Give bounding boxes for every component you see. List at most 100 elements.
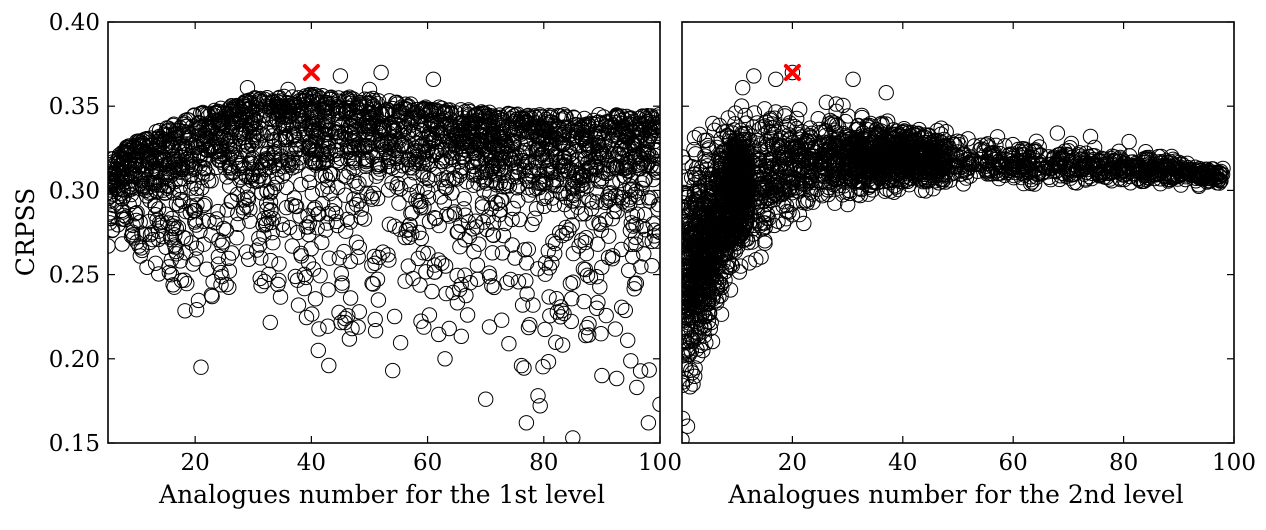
data-point xyxy=(158,206,174,222)
data-point xyxy=(614,108,630,124)
data-point xyxy=(476,183,492,199)
data-point xyxy=(623,353,639,369)
data-point xyxy=(574,172,590,189)
data-point xyxy=(439,102,456,118)
data-point xyxy=(499,275,515,291)
data-point xyxy=(641,193,658,209)
data-point xyxy=(215,118,232,134)
data-point xyxy=(503,143,519,160)
data-point xyxy=(622,189,639,205)
data-point xyxy=(519,286,535,302)
data-point xyxy=(475,137,492,154)
data-point xyxy=(554,227,570,244)
data-point xyxy=(485,227,502,244)
data-point xyxy=(265,235,281,251)
data-point xyxy=(416,199,432,215)
data-point xyxy=(247,91,263,107)
data-point xyxy=(218,105,235,122)
data-point xyxy=(344,320,360,337)
data-point xyxy=(643,190,659,206)
data-point xyxy=(158,239,174,256)
data-point xyxy=(649,233,660,249)
data-point xyxy=(371,161,388,177)
data-point xyxy=(401,229,417,246)
data-point xyxy=(310,342,326,359)
data-point xyxy=(280,81,296,98)
data-point xyxy=(558,189,574,205)
data-point xyxy=(224,120,241,137)
data-point xyxy=(266,138,282,155)
data-point xyxy=(540,354,557,370)
data-point xyxy=(161,259,177,275)
data-point xyxy=(367,255,383,271)
data-point xyxy=(532,174,548,191)
data-point xyxy=(116,145,133,161)
data-point xyxy=(165,218,181,234)
data-point xyxy=(537,321,553,338)
data-point xyxy=(466,244,482,260)
data-point xyxy=(455,116,471,133)
data-point xyxy=(446,204,462,220)
data-point xyxy=(637,206,653,223)
data-point xyxy=(412,277,428,293)
data-point xyxy=(632,128,648,144)
data-point xyxy=(437,351,453,367)
data-point xyxy=(438,153,454,169)
data-point xyxy=(828,96,844,112)
data-point xyxy=(501,336,517,352)
data-point xyxy=(311,112,327,129)
data-point xyxy=(682,341,696,357)
scatter-points xyxy=(682,64,1231,443)
data-point xyxy=(108,186,122,202)
data-point xyxy=(369,190,386,207)
data-point xyxy=(466,177,482,193)
data-point xyxy=(178,245,194,261)
data-point xyxy=(262,252,279,269)
data-point xyxy=(320,206,337,222)
data-point xyxy=(754,119,771,135)
data-point xyxy=(134,242,150,259)
data-point xyxy=(481,104,498,121)
data-point xyxy=(583,128,599,144)
data-point xyxy=(443,149,459,165)
data-point xyxy=(800,154,817,170)
data-point xyxy=(632,363,649,379)
data-point xyxy=(108,197,122,214)
data-point xyxy=(625,218,641,234)
data-point xyxy=(188,186,205,203)
data-point xyxy=(583,159,599,175)
data-point xyxy=(425,71,442,88)
data-point xyxy=(183,180,199,196)
data-point xyxy=(190,292,207,309)
data-point xyxy=(510,193,526,209)
data-point xyxy=(304,306,320,322)
data-point xyxy=(1003,161,1020,177)
data-point xyxy=(610,146,626,162)
data-point xyxy=(271,272,287,289)
data-point xyxy=(256,227,272,243)
data-point xyxy=(171,159,187,175)
data-point xyxy=(466,114,483,130)
data-point xyxy=(637,115,653,131)
data-point xyxy=(367,323,384,339)
data-point xyxy=(415,167,431,183)
data-point xyxy=(435,134,451,150)
data-point xyxy=(258,95,274,112)
data-point xyxy=(609,203,625,220)
data-point xyxy=(1122,175,1139,191)
data-point xyxy=(691,170,707,186)
data-point xyxy=(684,365,700,381)
data-point xyxy=(478,109,494,125)
data-point xyxy=(532,398,548,414)
data-point xyxy=(414,103,430,119)
data-point xyxy=(495,227,512,244)
data-point xyxy=(343,144,359,161)
data-point xyxy=(353,201,370,217)
data-point xyxy=(518,273,534,289)
data-point xyxy=(645,216,660,232)
data-point xyxy=(365,185,382,202)
data-point xyxy=(229,186,246,203)
data-point xyxy=(514,297,531,313)
data-point xyxy=(570,199,586,215)
